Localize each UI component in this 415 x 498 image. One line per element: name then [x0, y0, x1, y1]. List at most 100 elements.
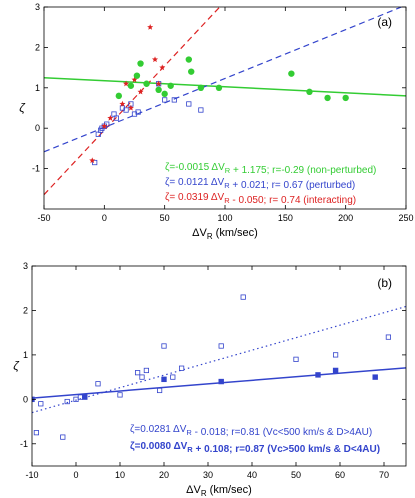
y-tick-label-2: 1 — [35, 83, 40, 93]
data-point-s0-2 — [60, 434, 66, 440]
y-tick-label-1: 0 — [23, 394, 28, 404]
x-tick-label-4: 150 — [278, 213, 293, 223]
data-point-s2-12 — [288, 70, 295, 77]
x-tick-label-0: -10 — [25, 470, 38, 480]
data-point-s2-8 — [185, 56, 192, 63]
y-tick-label-0: -1 — [20, 439, 28, 449]
data-point-s2-15 — [342, 94, 349, 102]
data-point-s2-7 — [167, 82, 174, 89]
x-tick-label-6: 250 — [398, 213, 413, 223]
chart-panel-a: -50 0 50 100 150 200 250 -1 0 1 2 3 ΔVR (km/sec) ζ (a)… — [19, 0, 413, 241]
data-point-s0-17 — [293, 356, 299, 362]
x-tick-label-1: 0 — [102, 213, 107, 223]
x-tick-label-2: 50 — [160, 213, 170, 223]
data-point-s0-12 — [161, 343, 167, 349]
fit-annotation-0: ζ=-0.0015 ΔVR + 1.175; r=-0.29 (non-pert… — [165, 162, 376, 176]
data-point-s2-11 — [215, 84, 223, 92]
data-points — [89, 0, 349, 166]
y-tick-label-3: 2 — [23, 305, 28, 315]
data-point-s0-19 — [385, 334, 392, 340]
data-point-s1-1 — [101, 122, 108, 129]
x-tick-label-3: 100 — [217, 213, 232, 223]
data-point-s2-5 — [155, 86, 162, 94]
data-point-s1-6 — [372, 374, 378, 380]
x-tick-label-0: -50 — [37, 213, 50, 223]
data-point-s2-1 — [127, 82, 135, 89]
y-tick-label-4: 3 — [35, 2, 40, 12]
data-point-s1-10 — [155, 80, 162, 87]
data-point-s2-0 — [115, 92, 123, 100]
data-point-s0-9 — [123, 107, 129, 113]
data-point-s1-9 — [151, 56, 159, 63]
plot-frame — [31, 265, 407, 467]
data-point-s0-7 — [113, 115, 119, 121]
plot-frame — [43, 6, 407, 210]
data-point-s0-12 — [135, 109, 141, 115]
x-tick-label-5: 200 — [338, 213, 353, 223]
data-point-s0-10 — [143, 367, 149, 374]
data-point-s0-0 — [92, 159, 98, 166]
data-point-s0-17 — [198, 107, 204, 113]
panel-label: (a) — [377, 15, 392, 29]
data-point-s0-9 — [139, 374, 145, 380]
data-point-s2-4 — [143, 80, 150, 87]
x-axis-label: ΔVR (km/sec) — [186, 484, 252, 498]
data-point-s2-9 — [188, 68, 195, 75]
data-point-s2-10 — [197, 84, 205, 92]
fit-lines — [32, 305, 406, 414]
y-tick-label-3: 2 — [35, 42, 40, 52]
data-point-s0-4 — [73, 396, 79, 402]
data-point-s1-0 — [89, 157, 96, 164]
data-point-s1-3 — [119, 100, 126, 107]
data-point-s0-14 — [178, 365, 185, 371]
x-tick-label-7: 60 — [335, 470, 345, 480]
data-point-s0-0 — [33, 430, 40, 436]
data-point-s0-13 — [170, 374, 176, 380]
x-tick-label-6: 50 — [291, 470, 301, 480]
data-point-s1-1 — [82, 394, 88, 400]
x-tick-label-8: 70 — [379, 470, 389, 480]
fit-annotation-1: ζ= 0.0121 ΔVR + 0.021; r= 0.67 (perturbe… — [165, 177, 355, 191]
y-axis-label: ζ — [13, 359, 20, 373]
fit-line-0 — [44, 76, 406, 97]
data-point-s2-14 — [324, 94, 331, 102]
x-tick-label-1: 0 — [73, 470, 78, 480]
data-point-s1-5 — [127, 104, 134, 111]
data-points — [32, 294, 392, 440]
fit-line-0 — [32, 305, 406, 414]
fit-annotation-1: ζ=0.0080 ΔVR + 0.108; r=0.87 (Vc>500 km/… — [130, 441, 380, 455]
fit-annotation-0: ζ=0.0281 ΔVR - 0.018; r=0.81 (Vc<500 km/… — [130, 424, 372, 438]
fit-annotation-2: ζ= 0.0319 ΔVR - 0.050; r= 0.74 (interact… — [165, 192, 356, 206]
data-point-s1-6 — [131, 76, 138, 83]
x-axis-label: ΔVR (km/sec) — [192, 227, 258, 241]
data-point-s1-3 — [218, 378, 224, 385]
data-point-s0-16 — [240, 294, 246, 300]
data-point-s2-2 — [133, 72, 141, 79]
data-point-s0-11 — [156, 387, 163, 394]
data-point-s1-4 — [123, 80, 130, 87]
data-point-s0-15 — [218, 343, 224, 349]
data-point-s0-3 — [64, 398, 70, 405]
data-point-s0-14 — [162, 97, 168, 103]
x-tick-label-2: 10 — [115, 470, 125, 480]
data-point-s0-16 — [186, 101, 192, 107]
data-point-s0-15 — [171, 97, 177, 103]
data-point-s2-13 — [306, 88, 313, 96]
data-point-s1-4 — [315, 372, 321, 378]
panel-label: (b) — [377, 276, 392, 290]
data-point-s1-11 — [159, 64, 166, 71]
data-point-s0-1 — [38, 401, 44, 407]
x-tick-label-5: 40 — [247, 470, 257, 480]
data-point-s1-2 — [107, 114, 114, 121]
data-point-s2-3 — [137, 60, 144, 67]
y-tick-label-4: 3 — [23, 261, 28, 271]
x-tick-label-4: 30 — [203, 470, 213, 480]
data-point-s0-7 — [117, 392, 123, 398]
data-point-s0-8 — [134, 370, 141, 376]
data-point-s1-12 — [186, 0, 192, 2]
data-point-s1-8 — [147, 24, 154, 30]
x-tick-label-3: 20 — [159, 470, 169, 480]
data-point-s2-6 — [161, 90, 168, 98]
